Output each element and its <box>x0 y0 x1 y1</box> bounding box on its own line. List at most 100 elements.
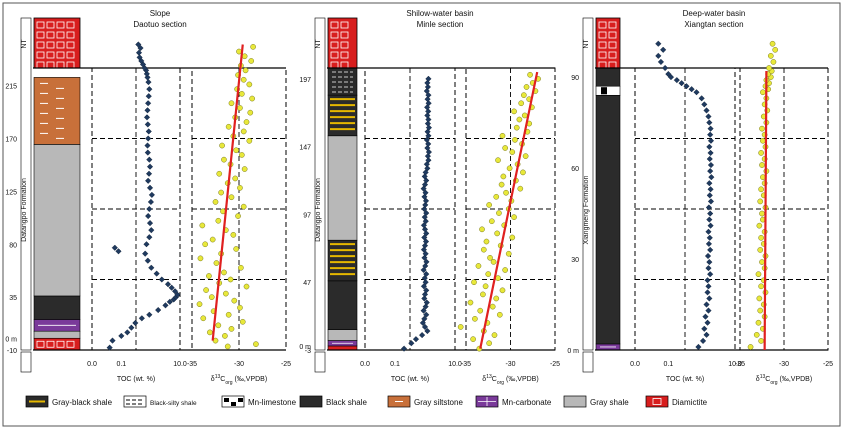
toc-point <box>420 283 427 290</box>
d13c-point <box>221 156 227 163</box>
d13c-axis-label-part: C <box>220 376 225 383</box>
d13c-axis-label-part: C <box>765 376 770 383</box>
toc-point <box>704 319 711 326</box>
depth-tick-label: 90 <box>571 75 579 82</box>
toc-point <box>707 271 714 278</box>
d13c-axis-label-part: C <box>492 376 497 383</box>
legend-swatch-box <box>299 395 323 408</box>
d13c-point <box>241 166 248 172</box>
toc-point <box>424 144 431 152</box>
toc-point <box>657 58 665 66</box>
toc-point <box>695 343 702 351</box>
toc-point <box>422 279 429 286</box>
diamictite-clast <box>46 340 55 348</box>
toc-tick-label: 0.1 <box>390 361 400 368</box>
toc-point <box>421 315 428 322</box>
d13c-point <box>253 341 259 347</box>
toc-point <box>111 244 118 251</box>
toc-point <box>707 246 714 254</box>
d13c-point <box>231 297 238 304</box>
toc-point <box>115 248 122 255</box>
d13c-tick-label: -30 <box>505 361 515 368</box>
d13c-point <box>467 299 474 306</box>
toc-point <box>703 107 710 114</box>
mn-limestone-block <box>601 87 607 95</box>
d13c-point <box>758 150 764 156</box>
d13c-point <box>237 185 243 191</box>
d13c-tick-label: -35 <box>735 361 745 368</box>
toc-point <box>707 137 715 144</box>
toc-point <box>420 246 427 253</box>
diamictite-clast <box>330 31 339 39</box>
toc-point <box>423 209 430 217</box>
depth-tick-label: 147 <box>299 145 311 152</box>
toc-point <box>704 252 712 260</box>
d13c-point <box>490 259 497 265</box>
formation-label: Datangpo Formation <box>315 178 322 242</box>
diamictite-clast <box>608 31 617 39</box>
d13c-axis-label-part: org <box>225 380 232 386</box>
d13c-point <box>243 119 250 125</box>
toc-point <box>168 284 175 291</box>
depth-tick-label: 197 <box>299 77 311 84</box>
toc-point <box>420 307 427 314</box>
d13c-point <box>755 271 762 278</box>
d13c-point <box>216 170 223 177</box>
toc-point <box>423 287 430 294</box>
depth-tick-label: -10 <box>7 348 17 355</box>
d13c-point <box>227 276 234 283</box>
legend-swatch-box <box>221 395 245 408</box>
d13c-point <box>480 246 487 253</box>
diamictite-clast <box>46 31 55 39</box>
unit-label-top: NT <box>21 39 28 49</box>
unit-label-strip <box>314 17 326 351</box>
lith-bed-silt <box>33 77 81 145</box>
d13c-point <box>235 213 241 219</box>
toc-point <box>135 49 143 56</box>
toc-axis-label: TOC (wt. %) <box>117 376 155 383</box>
d13c-point <box>759 210 765 217</box>
toc-point <box>424 327 431 335</box>
toc-point <box>425 75 432 82</box>
toc-point <box>138 315 145 322</box>
depth-tick-label: -3 <box>305 348 311 355</box>
toc-point <box>703 331 710 338</box>
diamictite-clast <box>598 31 607 39</box>
d13c-point <box>215 217 222 224</box>
diamictite-clast <box>36 21 45 29</box>
d13c-axis-label-part: (‰,VPDB) <box>778 376 813 383</box>
d13c-point <box>222 290 229 297</box>
toc-point <box>706 155 713 163</box>
diamictite-clast <box>340 31 349 39</box>
d13c-point <box>222 333 228 339</box>
legend-label: Black-silty shale <box>150 400 197 407</box>
lith-bed-diam <box>327 345 358 351</box>
diamictite-clast <box>66 31 75 39</box>
d13c-point <box>500 173 507 180</box>
section-panel-2: Shilow-water basin Minle section NT Datangp… <box>299 9 560 386</box>
toc-point <box>148 227 155 234</box>
diamictite-clast <box>598 41 607 49</box>
toc-point <box>701 101 708 108</box>
d13c-trend-line <box>763 71 768 351</box>
d13c-point <box>207 329 213 336</box>
d13c-point <box>228 326 235 332</box>
toc-point <box>146 311 153 318</box>
d13c-point <box>230 232 237 238</box>
toc-point <box>424 165 431 172</box>
d13c-point <box>486 202 492 208</box>
diamictite-clast <box>36 31 45 39</box>
toc-point <box>118 332 125 339</box>
d13c-point <box>240 128 247 135</box>
toc-point <box>425 157 432 164</box>
diamictite-clast <box>66 41 75 49</box>
toc-point <box>144 74 151 81</box>
lith-bed-mnl <box>595 85 621 96</box>
toc-point <box>425 116 432 123</box>
d13c-point <box>523 84 530 90</box>
figure-frame <box>2 2 841 427</box>
toc-point <box>423 258 430 265</box>
toc-point <box>707 198 715 205</box>
diamictite-clast <box>36 51 45 59</box>
legend-swatch-box <box>645 395 669 408</box>
